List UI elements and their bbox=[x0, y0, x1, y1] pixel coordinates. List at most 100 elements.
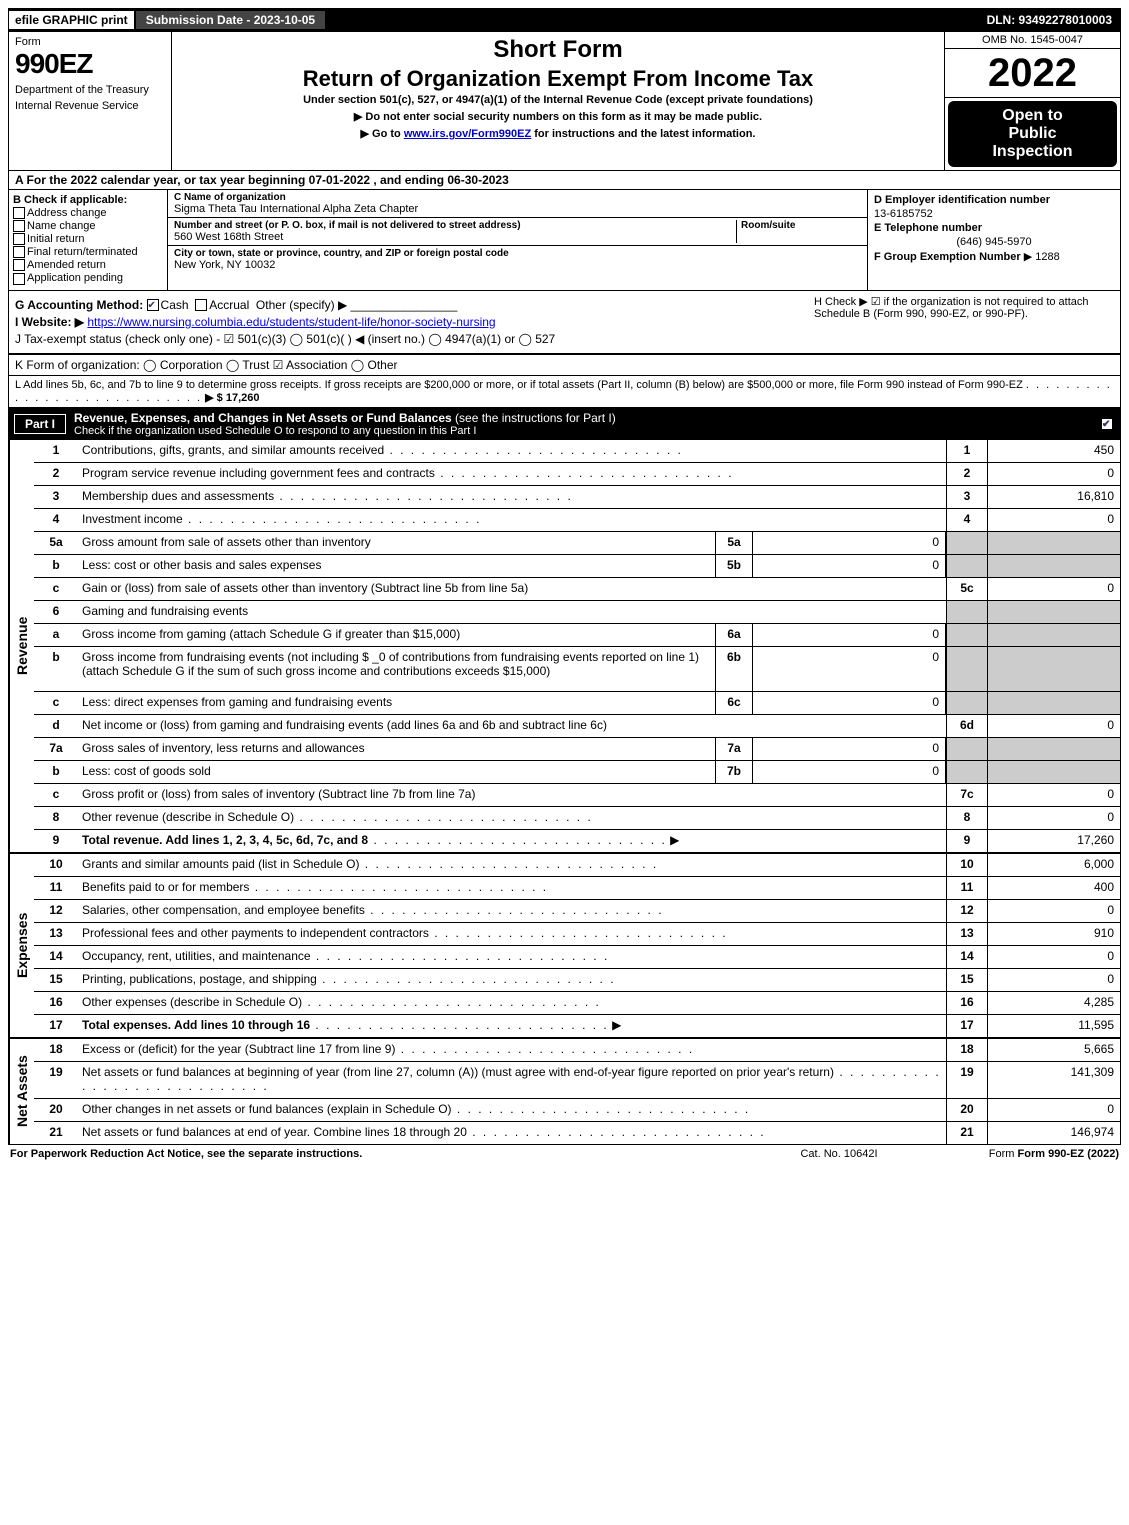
part1-sub: (see the instructions for Part I) bbox=[455, 411, 616, 425]
group-value: ▶ 1288 bbox=[1024, 251, 1060, 263]
part1-header: Part I Revenue, Expenses, and Changes in… bbox=[8, 408, 1121, 440]
form-number: 990EZ bbox=[15, 48, 165, 80]
line-6d: dNet income or (loss) from gaming and fu… bbox=[34, 715, 1120, 738]
line-20: 20Other changes in net assets or fund ba… bbox=[34, 1099, 1120, 1122]
j-row: J Tax-exempt status (check only one) - ☑… bbox=[15, 332, 1114, 346]
irs-link[interactable]: www.irs.gov/Form990EZ bbox=[404, 128, 531, 140]
chk-final-return[interactable]: Final return/terminated bbox=[13, 246, 163, 258]
line-10: 10Grants and similar amounts paid (list … bbox=[34, 854, 1120, 877]
line-2: 2Program service revenue including gover… bbox=[34, 463, 1120, 486]
chk-app-pending[interactable]: Application pending bbox=[13, 272, 163, 284]
phone-value: (646) 945-5970 bbox=[874, 236, 1114, 248]
org-street: 560 West 168th Street bbox=[174, 231, 736, 243]
ein-value: 13-6185752 bbox=[874, 208, 1114, 220]
chk-address-change[interactable]: Address change bbox=[13, 207, 163, 219]
line-3: 3Membership dues and assessments316,810 bbox=[34, 486, 1120, 509]
line-18: 18Excess or (deficit) for the year (Subt… bbox=[34, 1039, 1120, 1062]
under-section: Under section 501(c), 527, or 4947(a)(1)… bbox=[178, 94, 938, 106]
line-6a: aGross income from gaming (attach Schedu… bbox=[34, 624, 1120, 647]
line-12: 12Salaries, other compensation, and empl… bbox=[34, 900, 1120, 923]
line-5b: bLess: cost or other basis and sales exp… bbox=[34, 555, 1120, 578]
section-c: C Name of organization Sigma Theta Tau I… bbox=[168, 190, 868, 290]
line-19: 19Net assets or fund balances at beginni… bbox=[34, 1062, 1120, 1099]
open-line3: Inspection bbox=[952, 143, 1113, 161]
org-city: New York, NY 10032 bbox=[174, 259, 861, 271]
bullet-ssn: ▶ Do not enter social security numbers o… bbox=[178, 110, 938, 123]
line-21: 21Net assets or fund balances at end of … bbox=[34, 1122, 1120, 1144]
top-bar: efile GRAPHIC print Submission Date - 20… bbox=[8, 8, 1121, 32]
line-5a: 5aGross amount from sale of assets other… bbox=[34, 532, 1120, 555]
form-header: Form 990EZ Department of the Treasury In… bbox=[8, 32, 1121, 171]
submission-date: Submission Date - 2023-10-05 bbox=[134, 11, 327, 29]
section-k: K Form of organization: ◯ Corporation ◯ … bbox=[8, 354, 1121, 375]
section-a: A For the 2022 calendar year, or tax yea… bbox=[8, 171, 1121, 190]
website-link[interactable]: https://www.nursing.columbia.edu/student… bbox=[87, 315, 495, 329]
l-text: L Add lines 5b, 6c, and 7b to line 9 to … bbox=[15, 379, 1023, 391]
line-4: 4Investment income40 bbox=[34, 509, 1120, 532]
section-a-text: A For the 2022 calendar year, or tax yea… bbox=[15, 173, 509, 187]
room-lbl: Room/suite bbox=[741, 220, 861, 231]
dept-treasury: Department of the Treasury bbox=[15, 84, 165, 96]
open-line2: Public bbox=[952, 125, 1113, 143]
g-label: G Accounting Method: bbox=[15, 298, 143, 312]
part1-title: Revenue, Expenses, and Changes in Net As… bbox=[74, 411, 452, 425]
info-block: B Check if applicable: Address change Na… bbox=[8, 190, 1121, 291]
header-center: Short Form Return of Organization Exempt… bbox=[172, 32, 945, 170]
part1-badge: Part I bbox=[14, 414, 66, 434]
b-label: B Check if applicable: bbox=[13, 194, 127, 206]
chk-name-change[interactable]: Name change bbox=[13, 220, 163, 232]
section-b: B Check if applicable: Address change Na… bbox=[9, 190, 168, 290]
line-15: 15Printing, publications, postage, and s… bbox=[34, 969, 1120, 992]
line-11: 11Benefits paid to or for members11400 bbox=[34, 877, 1120, 900]
line-7c: cGross profit or (loss) from sales of in… bbox=[34, 784, 1120, 807]
line-7b: bLess: cost of goods sold7b0 bbox=[34, 761, 1120, 784]
chk-accrual[interactable] bbox=[195, 299, 207, 311]
line-6c: cLess: direct expenses from gaming and f… bbox=[34, 692, 1120, 715]
line-13: 13Professional fees and other payments t… bbox=[34, 923, 1120, 946]
side-expenses: Expenses bbox=[9, 854, 34, 1037]
l-amount: ▶ $ 17,260 bbox=[205, 392, 259, 404]
chk-cash[interactable] bbox=[147, 299, 159, 311]
omb-number: OMB No. 1545-0047 bbox=[945, 32, 1120, 49]
footer-left: For Paperwork Reduction Act Notice, see … bbox=[10, 1148, 739, 1160]
line-6b: bGross income from fundraising events (n… bbox=[34, 647, 1120, 692]
c-city-lbl: City or town, state or province, country… bbox=[174, 248, 861, 259]
header-left: Form 990EZ Department of the Treasury In… bbox=[9, 32, 172, 170]
goto-pre: ▶ Go to bbox=[361, 128, 404, 140]
i-label: I Website: ▶ bbox=[15, 315, 84, 329]
line-9: 9Total revenue. Add lines 1, 2, 3, 4, 5c… bbox=[34, 830, 1120, 852]
header-right: OMB No. 1545-0047 2022 Open to Public In… bbox=[945, 32, 1120, 170]
return-title: Return of Organization Exempt From Incom… bbox=[178, 66, 938, 92]
h-box: H Check ▶ ☑ if the organization is not r… bbox=[814, 295, 1114, 320]
part1-check: Check if the organization used Schedule … bbox=[74, 425, 1101, 437]
section-def: D Employer identification number 13-6185… bbox=[868, 190, 1120, 290]
footer-right: Form Form 990-EZ (2022) bbox=[939, 1148, 1119, 1160]
goto-post: for instructions and the latest informat… bbox=[534, 128, 755, 140]
part1-check-box[interactable] bbox=[1101, 418, 1113, 430]
footer: For Paperwork Reduction Act Notice, see … bbox=[8, 1145, 1121, 1163]
efile-label[interactable]: efile GRAPHIC print bbox=[9, 11, 134, 29]
open-public-badge: Open to Public Inspection bbox=[948, 101, 1117, 167]
tax-year: 2022 bbox=[945, 49, 1120, 98]
open-line1: Open to bbox=[952, 107, 1113, 125]
dln-label: DLN: 93492278010003 bbox=[979, 11, 1120, 29]
irs-label: Internal Revenue Service bbox=[15, 100, 165, 112]
line-7a: 7aGross sales of inventory, less returns… bbox=[34, 738, 1120, 761]
line-17: 17Total expenses. Add lines 10 through 1… bbox=[34, 1015, 1120, 1037]
chk-initial-return[interactable]: Initial return bbox=[13, 233, 163, 245]
line-16: 16Other expenses (describe in Schedule O… bbox=[34, 992, 1120, 1015]
e-phone-lbl: E Telephone number bbox=[874, 222, 1114, 234]
side-net-assets: Net Assets bbox=[9, 1039, 34, 1144]
section-l: L Add lines 5b, 6c, and 7b to line 9 to … bbox=[8, 375, 1121, 408]
line-14: 14Occupancy, rent, utilities, and mainte… bbox=[34, 946, 1120, 969]
c-addr-lbl: Number and street (or P. O. box, if mail… bbox=[174, 220, 736, 231]
line-8: 8Other revenue (describe in Schedule O)8… bbox=[34, 807, 1120, 830]
section-ghij: G Accounting Method: Cash Accrual Other … bbox=[8, 291, 1121, 354]
d-ein-lbl: D Employer identification number bbox=[874, 194, 1114, 206]
side-revenue: Revenue bbox=[9, 440, 34, 852]
short-form-title: Short Form bbox=[178, 36, 938, 64]
org-name: Sigma Theta Tau International Alpha Zeta… bbox=[174, 203, 861, 215]
f-group-lbl: F Group Exemption Number bbox=[874, 251, 1021, 263]
line-5c: cGain or (loss) from sale of assets othe… bbox=[34, 578, 1120, 601]
chk-amended[interactable]: Amended return bbox=[13, 259, 163, 271]
